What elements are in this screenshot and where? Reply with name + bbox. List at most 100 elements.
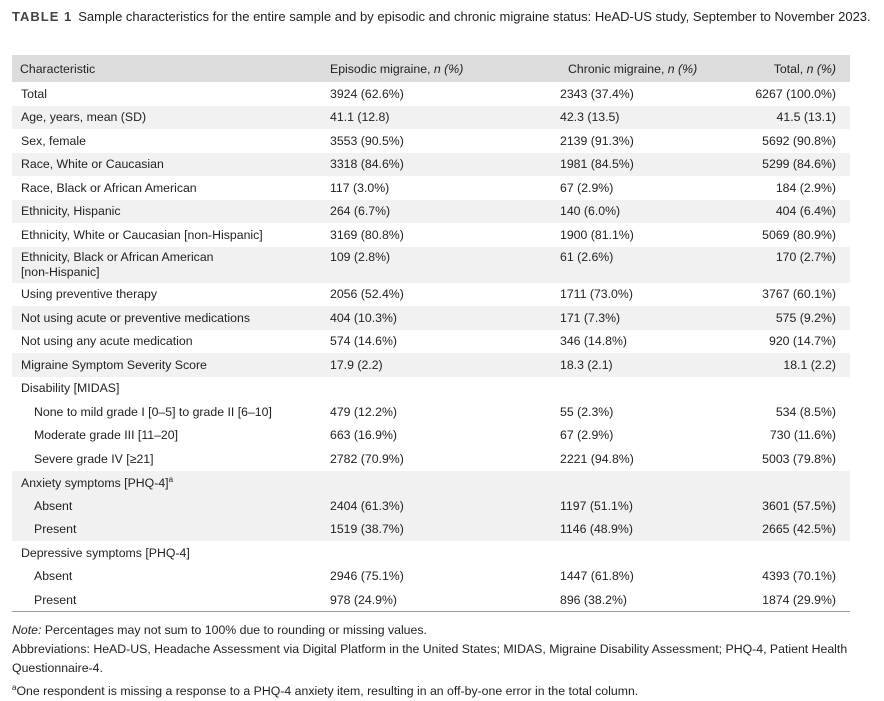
total-value: 6267 (100.0%) (755, 86, 836, 101)
table-row: None to mild grade I [0–5] to grade II [… (12, 400, 850, 424)
total-value: 170 (2.7%) (775, 249, 836, 264)
row-label: Not using any acute medication (21, 334, 193, 349)
table-row: Race, Black or African American 117 (3.0%… (12, 176, 850, 200)
row-label: Not using acute or preventive medication… (21, 310, 250, 325)
table-row: Ethnicity, Hispanic 264 (6.7%) 140 (6.0%) 4… (12, 199, 850, 223)
episodic-value: 3924 (62.6%) (330, 86, 404, 101)
row-label: Disability [MIDAS] (21, 381, 120, 396)
row-label: Absent (34, 498, 73, 513)
row-label: None to mild grade I [0–5] to grade II [… (34, 404, 272, 419)
episodic-value (330, 471, 560, 495)
row-label: Age, years, mean (SD) (21, 110, 147, 125)
table-row: Anxiety symptoms [PHQ-4]a (12, 470, 850, 495)
table-row: Ethnicity, Black or African American [non… (12, 246, 850, 283)
total-value: 534 (8.5%) (775, 404, 836, 419)
row-label: Present (34, 592, 77, 607)
abbreviations-line: Abbreviations: HeAD-US, Headache Assessm… (12, 642, 848, 675)
header-chronic: Chronic migraine, n (%) (568, 61, 698, 76)
chronic-value: 61 (2.6%) (560, 249, 614, 264)
table-row: Present 1519 (38.7%) 1146 (48.9%) 2665 (42.… (12, 517, 850, 541)
chronic-value: 2221 (94.8%) (560, 451, 634, 466)
chronic-value: 2139 (91.3%) (560, 133, 634, 148)
footnote-line: aOne respondent is missing a response to… (12, 678, 862, 701)
total-value: 404 (6.4%) (775, 204, 836, 219)
total-value: 5299 (84.6%) (762, 157, 836, 172)
episodic-value: 663 (16.9%) (330, 428, 397, 443)
chronic-value (560, 541, 734, 565)
total-value: 41.5 (13.1) (776, 110, 836, 125)
table-row: Sex, female 3553 (90.5%) 2139 (91.3%) 5692 … (12, 129, 850, 153)
row-label: Absent (34, 569, 73, 584)
chronic-value: 1900 (81.1%) (560, 227, 634, 242)
chronic-value: 346 (14.8%) (560, 334, 627, 349)
chronic-value: 18.3 (2.1) (560, 357, 613, 372)
chronic-value: 55 (2.3%) (560, 404, 614, 419)
total-value: 184 (2.9%) (775, 180, 836, 195)
episodic-value (330, 377, 560, 401)
episodic-value: 1519 (38.7%) (330, 522, 404, 537)
chronic-value (560, 377, 734, 401)
chronic-value: 171 (7.3%) (560, 310, 621, 325)
chronic-value: 140 (6.0%) (560, 204, 621, 219)
episodic-value: 2782 (70.9%) (330, 451, 404, 466)
row-label: Sex, female (21, 133, 86, 148)
table-row: Disability [MIDAS] (12, 377, 850, 401)
total-value: 5003 (79.8%) (762, 451, 836, 466)
table-row: Migraine Symptom Severity Score 17.9 (2.2… (12, 353, 850, 377)
episodic-value: 574 (14.6%) (330, 334, 397, 349)
footnote-text: One respondent is missing a response to … (16, 684, 639, 699)
table-row: Total 3924 (62.6%) 2343 (37.4%) 6267 (100.0… (12, 82, 850, 106)
chronic-value: 67 (2.9%) (560, 180, 614, 195)
row-label: Ethnicity, Hispanic (21, 204, 121, 219)
table-header-row: Characteristic Episodic migraine, n (%) … (12, 55, 850, 82)
episodic-value: 117 (3.0%) (330, 180, 390, 195)
episodic-value: 479 (12.2%) (330, 404, 397, 419)
total-value (734, 471, 850, 495)
table-caption: TABLE 1 Sample characteristics for the en… (12, 7, 872, 26)
episodic-value: 2404 (61.3%) (330, 498, 404, 513)
episodic-value: 2056 (52.4%) (330, 287, 404, 302)
row-label: Present (34, 522, 77, 537)
row-label: Migraine Symptom Severity Score (21, 357, 207, 372)
episodic-value: 17.9 (2.2) (330, 357, 383, 372)
episodic-value (330, 541, 560, 565)
episodic-value: 3169 (80.8%) (330, 227, 404, 242)
chronic-value: 1981 (84.5%) (560, 157, 634, 172)
chronic-value: 1146 (48.9%) (560, 522, 633, 537)
chronic-value: 1711 (73.0%) (560, 287, 633, 302)
table-notes: Note: Percentages may not sum to 100% du… (12, 621, 862, 701)
row-label: Depressive symptoms [PHQ-4] (21, 545, 190, 560)
total-value: 4393 (70.1%) (762, 569, 836, 584)
header-episodic: Episodic migraine, n (%) (330, 61, 464, 76)
total-value: 3601 (57.5%) (762, 498, 836, 513)
table-row: Depressive symptoms [PHQ-4] (12, 541, 850, 565)
table-row: Not using any acute medication 574 (14.6%… (12, 330, 850, 354)
header-total: Total, n (%) (773, 61, 836, 76)
chronic-value: 2343 (37.4%) (560, 86, 634, 101)
row-label: Severe grade IV [≥21] (34, 451, 154, 466)
chronic-value: 67 (2.9%) (560, 428, 614, 443)
chronic-value: 1447 (61.8%) (560, 569, 634, 584)
row-label: Race, Black or African American (21, 180, 197, 195)
total-value: 920 (14.7%) (769, 334, 836, 349)
episodic-value: 3318 (84.6%) (330, 157, 404, 172)
table-row: Age, years, mean (SD) 41.1 (12.8) 42.3 (13… (12, 105, 850, 129)
total-value: 1874 (29.9%) (762, 592, 836, 607)
footnote-marker: a (168, 474, 174, 484)
table-label: TABLE 1 (12, 9, 73, 24)
episodic-value: 978 (24.9%) (330, 592, 397, 607)
sample-characteristics-table: Characteristic Episodic migraine, n (%) … (12, 55, 850, 612)
episodic-value: 109 (2.8%) (330, 249, 391, 264)
header-characteristic: Characteristic (20, 61, 96, 76)
table-row: Ethnicity, White or Caucasian [non-Hispa… (12, 223, 850, 247)
row-label: Total (21, 86, 47, 101)
total-value: 730 (11.6%) (769, 428, 836, 443)
total-value: 5069 (80.9%) (762, 227, 836, 242)
total-value: 2665 (42.5%) (762, 522, 836, 537)
total-value (734, 541, 850, 565)
chronic-value: 42.3 (13.5) (560, 110, 620, 125)
total-value: 575 (9.2%) (775, 310, 836, 325)
chronic-value: 896 (38.2%) (560, 592, 627, 607)
table-row: Race, White or Caucasian 3318 (84.6%) 1981… (12, 152, 850, 176)
table-title: Sample characteristics for the entire sa… (78, 9, 871, 24)
